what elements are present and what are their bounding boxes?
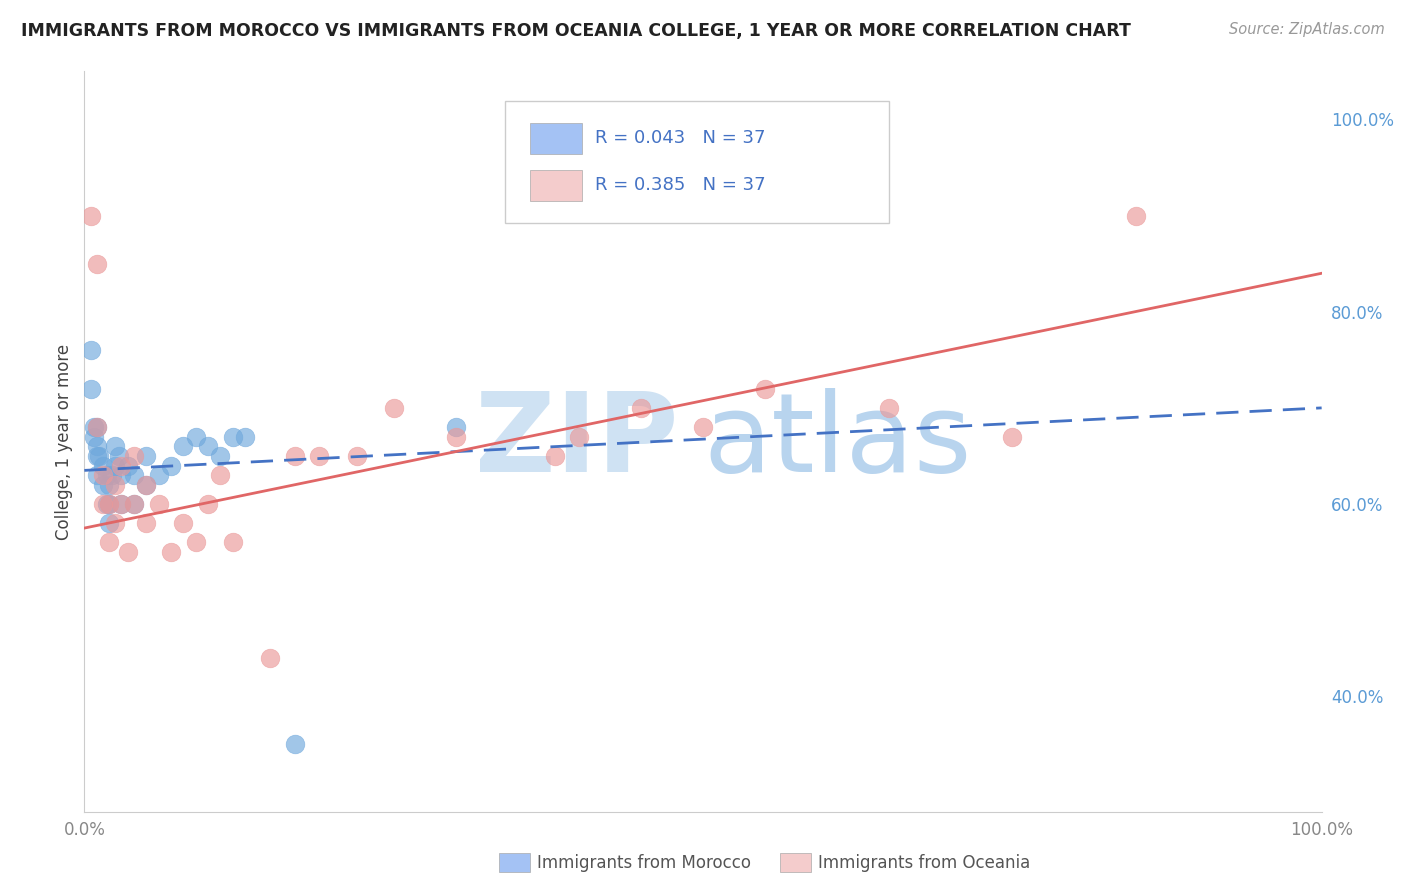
Text: Immigrants from Morocco: Immigrants from Morocco	[537, 854, 751, 871]
Point	[160, 545, 183, 559]
Text: IMMIGRANTS FROM MOROCCO VS IMMIGRANTS FROM OCEANIA COLLEGE, 1 YEAR OR MORE CORRE: IMMIGRANTS FROM MOROCCO VS IMMIGRANTS FR…	[21, 22, 1130, 40]
Point	[98, 516, 121, 531]
Point	[96, 497, 118, 511]
Point	[222, 430, 245, 444]
Point	[135, 478, 157, 492]
Text: atlas: atlas	[703, 388, 972, 495]
Text: R = 0.385   N = 37: R = 0.385 N = 37	[595, 176, 766, 194]
Point	[122, 449, 145, 463]
Point	[86, 439, 108, 453]
Point	[91, 468, 114, 483]
Point	[135, 516, 157, 531]
Point	[122, 468, 145, 483]
Point	[100, 468, 122, 483]
Point	[98, 497, 121, 511]
Point	[543, 449, 565, 463]
Point	[79, 382, 101, 396]
Point	[122, 497, 145, 511]
Text: Source: ZipAtlas.com: Source: ZipAtlas.com	[1229, 22, 1385, 37]
Point	[79, 209, 101, 223]
Point	[110, 458, 132, 473]
Point	[346, 449, 368, 463]
Text: ZIP: ZIP	[475, 388, 678, 495]
Point	[135, 478, 157, 492]
Point	[148, 497, 170, 511]
Point	[284, 449, 307, 463]
Point	[135, 449, 157, 463]
Point	[122, 497, 145, 511]
Point	[98, 535, 121, 549]
Point	[110, 497, 132, 511]
Point	[86, 468, 108, 483]
Point	[382, 401, 405, 415]
Point	[98, 497, 121, 511]
Point	[209, 468, 232, 483]
FancyBboxPatch shape	[530, 123, 582, 154]
Point	[259, 651, 281, 665]
Point	[98, 478, 121, 492]
Point	[160, 458, 183, 473]
Point	[83, 420, 105, 434]
Y-axis label: College, 1 year or more: College, 1 year or more	[55, 343, 73, 540]
Point	[754, 382, 776, 396]
Point	[91, 478, 114, 492]
Point	[91, 458, 114, 473]
Point	[233, 430, 256, 444]
Point	[104, 439, 127, 453]
Point	[1001, 430, 1024, 444]
Point	[444, 420, 467, 434]
Text: Immigrants from Oceania: Immigrants from Oceania	[818, 854, 1031, 871]
Point	[108, 449, 131, 463]
Point	[692, 420, 714, 434]
Point	[630, 401, 652, 415]
Point	[79, 343, 101, 358]
Point	[117, 458, 139, 473]
Point	[284, 738, 307, 752]
Point	[86, 257, 108, 271]
Point	[222, 535, 245, 549]
Text: R = 0.043   N = 37: R = 0.043 N = 37	[595, 129, 766, 147]
Point	[209, 449, 232, 463]
Point	[91, 497, 114, 511]
Point	[148, 468, 170, 483]
Point	[308, 449, 330, 463]
Point	[444, 430, 467, 444]
Point	[86, 449, 108, 463]
Point	[568, 430, 591, 444]
Point	[96, 468, 118, 483]
Point	[104, 516, 127, 531]
Point	[184, 535, 207, 549]
Point	[877, 401, 900, 415]
FancyBboxPatch shape	[530, 169, 582, 201]
Point	[86, 420, 108, 434]
Point	[117, 545, 139, 559]
Point	[104, 478, 127, 492]
Point	[172, 439, 194, 453]
Point	[197, 497, 219, 511]
Point	[197, 439, 219, 453]
Point	[104, 458, 127, 473]
Point	[83, 430, 105, 444]
FancyBboxPatch shape	[505, 101, 889, 223]
Point	[110, 468, 132, 483]
Point	[1125, 209, 1147, 223]
Point	[86, 420, 108, 434]
Point	[184, 430, 207, 444]
Point	[172, 516, 194, 531]
Point	[89, 449, 111, 463]
Point	[110, 497, 132, 511]
